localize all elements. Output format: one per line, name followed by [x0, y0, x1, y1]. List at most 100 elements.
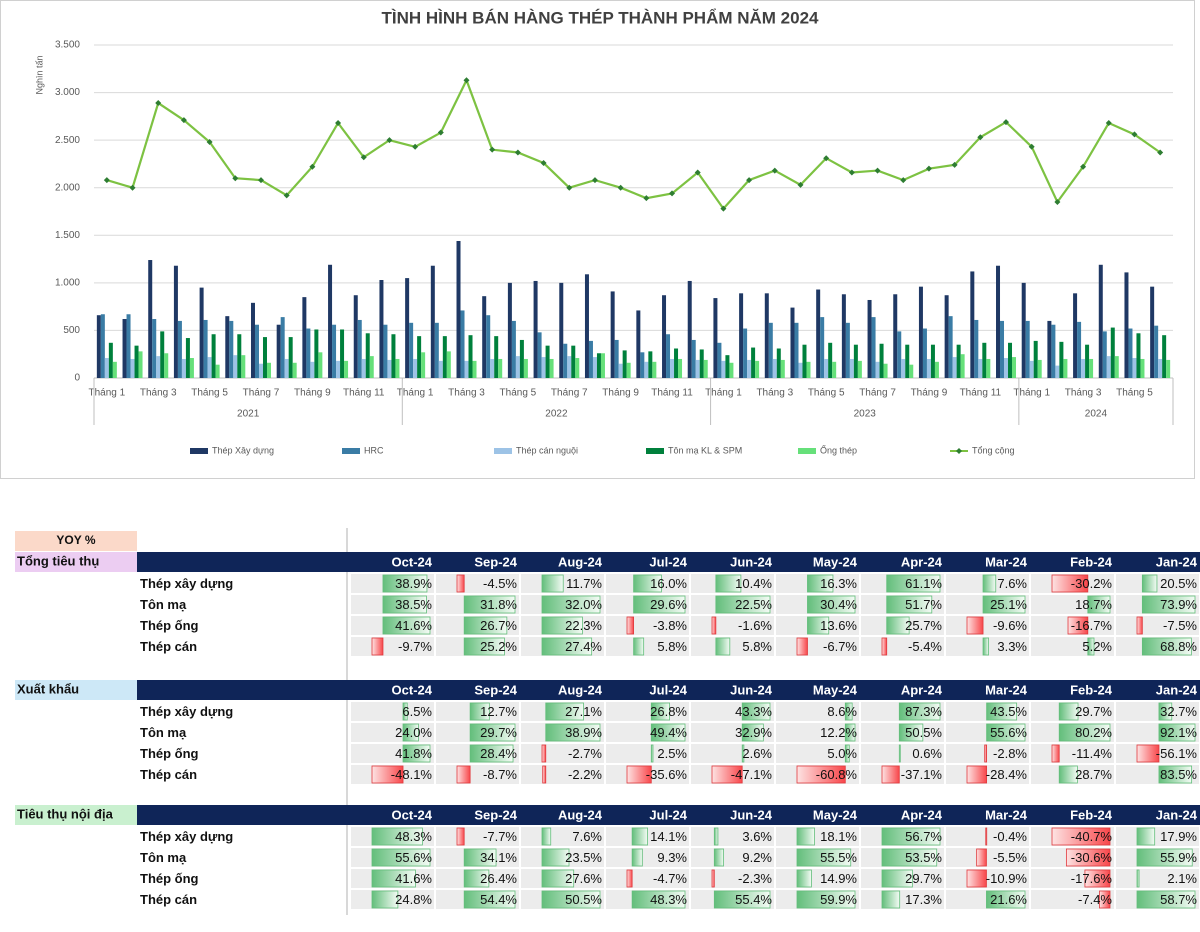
data-bar — [382, 616, 431, 635]
chart-frame — [0, 0, 1195, 479]
cell-value: 18.1% — [820, 829, 857, 844]
line-marker — [257, 177, 264, 184]
bar — [292, 362, 297, 378]
bar — [490, 358, 495, 378]
bar — [318, 352, 323, 378]
line-marker — [386, 137, 393, 144]
cell-value: -2.2% — [568, 767, 602, 782]
bar — [944, 295, 949, 378]
bar — [280, 317, 285, 378]
data-bar — [1051, 744, 1060, 763]
cell-value: -4.7% — [653, 871, 687, 886]
data-bar — [715, 595, 771, 614]
bar — [662, 295, 667, 378]
data-bar — [715, 574, 742, 593]
y-axis-title: Nghìn tấn — [34, 55, 44, 94]
bar — [421, 352, 426, 378]
y-tick-label: 2.500 — [55, 135, 80, 146]
cell-value: -9.7% — [398, 639, 432, 654]
x-tick-label: Tháng 9 — [602, 388, 639, 399]
bar — [986, 358, 991, 378]
cell — [776, 702, 859, 721]
line-marker — [489, 146, 496, 153]
data-bar — [796, 890, 856, 909]
cell — [776, 744, 859, 763]
data-bar — [898, 723, 924, 742]
cell-value: 58.7% — [1160, 892, 1197, 907]
bar — [1166, 359, 1171, 378]
bar — [952, 357, 957, 378]
y-tick-label: 3.000 — [55, 87, 80, 98]
bar — [717, 342, 722, 378]
data-bar — [796, 637, 808, 656]
line-marker — [797, 181, 804, 188]
cell-value: 7.6% — [572, 829, 602, 844]
column-header: Jul-24 — [649, 554, 687, 569]
bar — [956, 344, 961, 378]
bar — [413, 358, 418, 378]
line-marker — [437, 129, 444, 136]
cell-value: 55.9% — [1160, 850, 1197, 865]
data-bar — [463, 637, 505, 656]
x-tick-label: Tháng 3 — [448, 388, 485, 399]
cell-value: 49.4% — [650, 725, 687, 740]
data-bar — [796, 765, 846, 784]
cell-value: -8.7% — [483, 767, 517, 782]
line-marker — [669, 190, 676, 197]
column-header: Sep-24 — [474, 554, 517, 569]
data-bar — [1087, 595, 1111, 614]
data-bar — [741, 723, 764, 742]
cell-value: 54.4% — [480, 892, 517, 907]
y-tick-label: 500 — [63, 325, 80, 336]
bar — [802, 344, 807, 378]
bar — [926, 358, 931, 378]
y-tick-label: 0 — [74, 373, 80, 384]
data-bar — [469, 744, 514, 763]
data-bar — [741, 702, 771, 721]
cell-value: 5.8% — [742, 639, 772, 654]
line-marker — [1157, 149, 1164, 156]
cell-value: -7.7% — [483, 829, 517, 844]
bar — [276, 324, 281, 378]
y-tick-label: 3.500 — [55, 40, 80, 51]
data-bar — [1136, 890, 1196, 909]
cell-value: 80.2% — [1075, 725, 1112, 740]
bar — [511, 320, 516, 378]
data-bar — [886, 574, 941, 593]
cell — [1116, 574, 1199, 593]
cell-value: 16.0% — [650, 576, 687, 591]
cell-value: 25.2% — [480, 639, 517, 654]
bar — [960, 354, 965, 378]
legend-swatch — [798, 448, 816, 454]
bar — [181, 358, 186, 378]
bar — [1089, 358, 1094, 378]
data-bar — [796, 848, 852, 867]
bar — [644, 361, 649, 378]
bar — [241, 355, 246, 378]
data-bar — [456, 574, 465, 593]
cell-value: 29.7% — [905, 871, 942, 886]
data-bar — [402, 744, 431, 763]
bar — [772, 358, 777, 378]
x-tick-label: Tháng 1 — [705, 388, 742, 399]
row-label: Thép cán — [140, 767, 197, 782]
bar — [148, 260, 153, 378]
data-bar — [713, 848, 724, 867]
data-bar — [545, 702, 584, 721]
bar — [1098, 264, 1103, 378]
bar — [1047, 320, 1052, 378]
data-bar — [1158, 702, 1173, 721]
data-bar — [469, 723, 516, 742]
x-tick-label: Tháng 1 — [88, 388, 125, 399]
cell-value: 3.6% — [742, 829, 772, 844]
cell-value: 48.3% — [395, 829, 432, 844]
cell-value: 38.9% — [395, 576, 432, 591]
data-bar — [796, 827, 815, 846]
cell-value: 38.9% — [565, 725, 602, 740]
bar — [1008, 342, 1013, 378]
bar — [430, 265, 435, 378]
bar — [567, 356, 572, 378]
x-tick-label: Tháng 7 — [859, 388, 896, 399]
cell-value: -40.7% — [1071, 829, 1113, 844]
bar — [409, 322, 414, 378]
